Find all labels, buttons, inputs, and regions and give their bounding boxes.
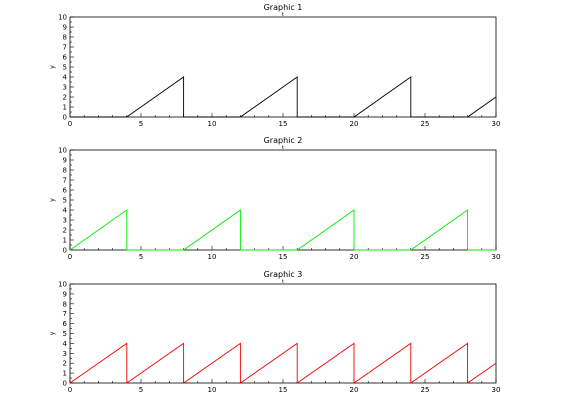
y-tick-label: 3: [63, 350, 67, 358]
x-axis-label: t: [282, 279, 284, 285]
series-line: [69, 209, 496, 251]
y-tick-label: 10: [58, 147, 67, 155]
x-tick-label: 0: [68, 253, 72, 261]
chart-title: Graphic 1: [264, 3, 303, 12]
y-tick-label: 3: [63, 84, 67, 92]
y-tick-label: 0: [63, 380, 67, 388]
x-tick-label: 30: [492, 386, 501, 394]
x-tick-label: 25: [421, 120, 430, 128]
chart-title: Graphic 3: [264, 270, 303, 279]
y-axis-label: y: [49, 65, 56, 69]
x-tick-label: 30: [492, 120, 501, 128]
x-tick-label: 10: [208, 386, 217, 394]
y-tick-label: 2: [63, 227, 67, 235]
series-line: [70, 76, 497, 118]
y-tick-label: 9: [63, 290, 67, 298]
y-tick-label: 1: [63, 104, 67, 112]
x-tick-label: 10: [208, 120, 217, 128]
y-tick-label: 4: [63, 74, 68, 82]
y-tick-label: 7: [63, 44, 67, 52]
y-tick-label: 10: [58, 281, 67, 289]
y-tick-label: 4: [63, 340, 68, 348]
y-tick-label: 7: [63, 177, 67, 185]
x-tick-label: 15: [279, 253, 288, 261]
x-tick-label: 0: [68, 386, 72, 394]
x-tick-label: 20: [350, 120, 359, 128]
x-tick-label: 5: [139, 120, 143, 128]
y-tick-label: 8: [63, 34, 67, 42]
x-tick-label: 25: [421, 253, 430, 261]
x-tick-label: 25: [421, 386, 430, 394]
y-tick-label: 5: [63, 64, 67, 72]
y-tick-label: 2: [63, 360, 67, 368]
x-tick-label: 5: [139, 386, 143, 394]
y-tick-label: 3: [63, 217, 67, 225]
y-tick-label: 10: [58, 14, 67, 22]
y-tick-label: 1: [63, 237, 67, 245]
x-tick-label: 0: [68, 120, 72, 128]
y-axis-label: y: [49, 198, 56, 202]
x-axis-label: t: [282, 145, 284, 151]
x-tick-label: 30: [492, 253, 501, 261]
y-tick-label: 1: [63, 370, 67, 378]
y-tick-label: 0: [63, 247, 67, 255]
y-tick-label: 9: [63, 157, 67, 165]
y-axis-label: y: [49, 331, 56, 335]
x-tick-label: 10: [208, 253, 217, 261]
y-tick-label: 8: [63, 300, 67, 308]
x-tick-label: 20: [350, 386, 359, 394]
y-tick-label: 5: [63, 197, 67, 205]
y-tick-label: 2: [63, 94, 67, 102]
y-tick-label: 6: [63, 187, 68, 195]
y-tick-label: 9: [63, 24, 67, 32]
plot-frame: [69, 16, 497, 118]
x-tick-label: 20: [350, 253, 359, 261]
x-tick-label: 15: [279, 386, 288, 394]
y-tick-label: 6: [63, 320, 68, 328]
y-tick-label: 8: [63, 167, 67, 175]
x-tick-label: 5: [139, 253, 143, 261]
x-axis-label: t: [282, 12, 284, 18]
chart-title: Graphic 2: [264, 136, 303, 145]
y-tick-label: 4: [63, 207, 68, 215]
y-tick-label: 0: [63, 114, 67, 122]
y-tick-label: 7: [63, 310, 67, 318]
x-tick-label: 15: [279, 120, 288, 128]
y-tick-label: 6: [63, 54, 68, 62]
series-line: [69, 342, 497, 384]
y-tick-label: 5: [63, 330, 67, 338]
